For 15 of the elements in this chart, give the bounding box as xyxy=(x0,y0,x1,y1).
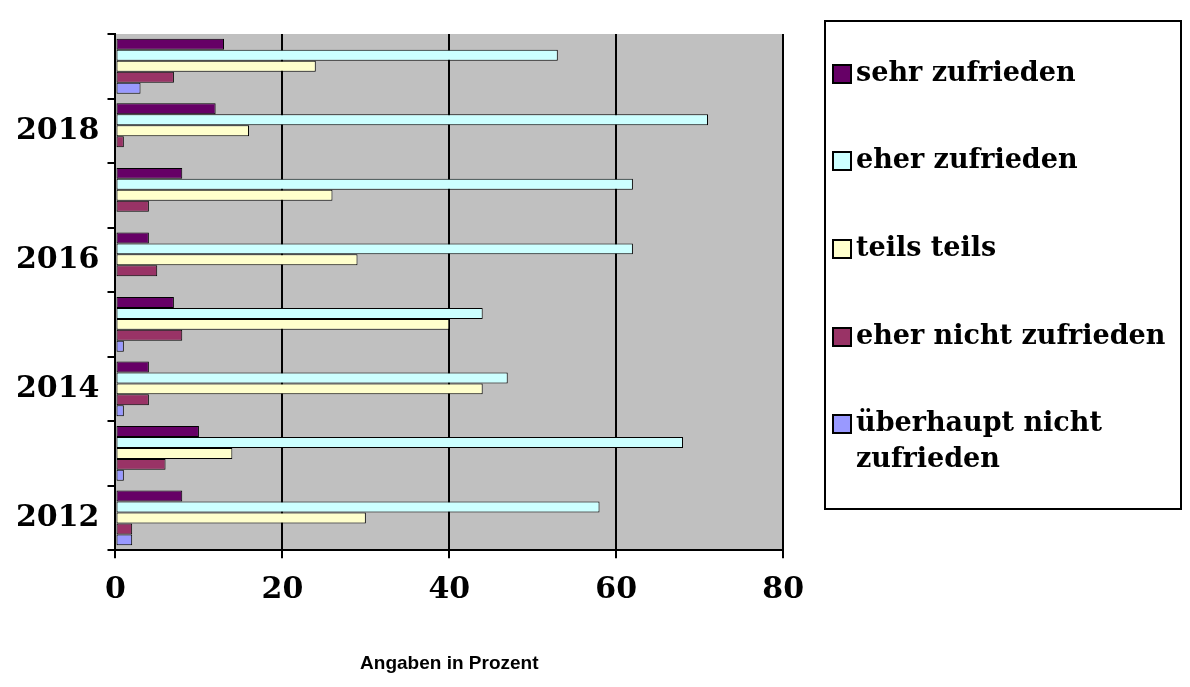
x-tick-label: 40 xyxy=(428,570,471,605)
legend-label: eher zufrieden xyxy=(856,142,1078,177)
legend-label: überhaupt nicht zufrieden xyxy=(856,405,1103,476)
legend-label: teils teils xyxy=(856,230,997,264)
x-axis-title: Angaben in Prozent xyxy=(360,651,540,673)
x-tick-label: 60 xyxy=(595,570,638,605)
legend-label: sehr zufrieden xyxy=(856,54,1076,89)
legend-label: eher nicht zufrieden xyxy=(856,317,1166,352)
x-tick-label: 20 xyxy=(261,570,304,605)
y-tick-label: 2016 xyxy=(16,239,100,275)
y-tick-label: 2014 xyxy=(16,368,100,404)
y-tick-label: 2012 xyxy=(16,497,100,533)
x-tick-label: 0 xyxy=(105,570,126,605)
x-tick-label: 80 xyxy=(762,570,804,605)
y-tick-label: 2018 xyxy=(16,110,100,146)
